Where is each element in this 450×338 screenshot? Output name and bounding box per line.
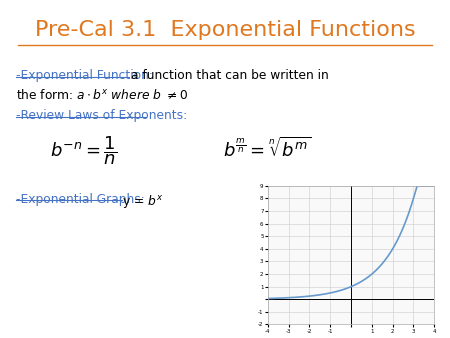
Text: -Review Laws of Exponents:: -Review Laws of Exponents: xyxy=(16,109,187,122)
Text: -Exponential Function:: -Exponential Function: xyxy=(16,69,153,82)
Text: the form: $a \cdot b^x\ where\ b\ \neq 0$: the form: $a \cdot b^x\ where\ b\ \neq 0… xyxy=(16,88,188,101)
Text: Pre-Cal 3.1  Exponential Functions: Pre-Cal 3.1 Exponential Functions xyxy=(35,20,415,40)
Text: $b^{-n} = \dfrac{1}{n}$: $b^{-n} = \dfrac{1}{n}$ xyxy=(50,134,117,167)
Text: y = $b^x$: y = $b^x$ xyxy=(122,193,164,210)
Text: -Exponential Graphs:: -Exponential Graphs: xyxy=(16,193,144,206)
Text: $b^{\frac{m}{n}} = \sqrt[n]{b^m}$: $b^{\frac{m}{n}} = \sqrt[n]{b^m}$ xyxy=(223,137,312,161)
Text: a function that can be written in: a function that can be written in xyxy=(131,69,328,82)
